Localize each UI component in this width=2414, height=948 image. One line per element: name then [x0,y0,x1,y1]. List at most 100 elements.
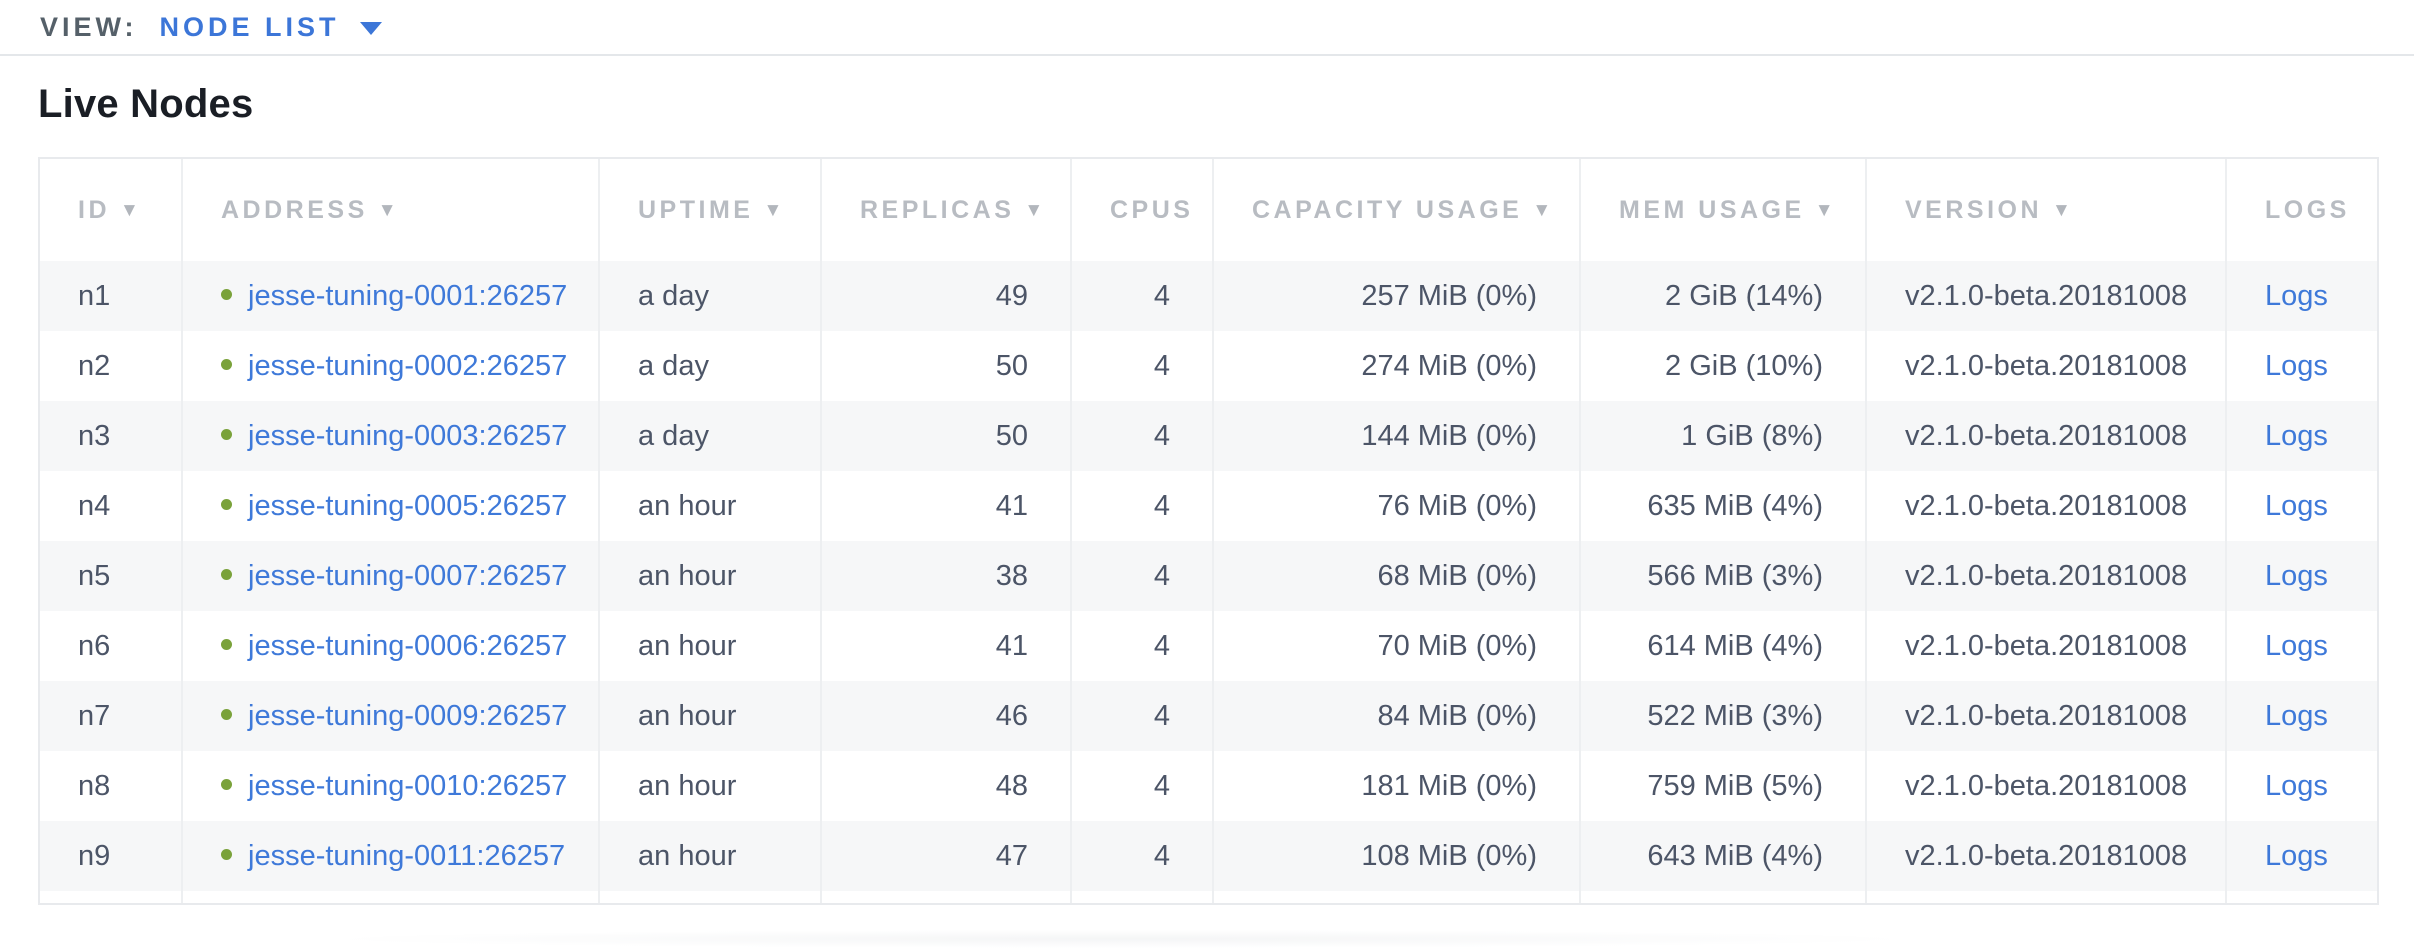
node-uptime-cell: a day [600,401,822,471]
node-id-cell: n4 [40,471,183,541]
view-label: VIEW: [40,11,138,42]
node-logs-link[interactable]: Logs [2265,349,2328,382]
column-header-mem[interactable]: MEM USAGE ▼ [1581,159,1867,261]
node-logs-link[interactable]: Logs [2265,559,2328,592]
column-label: MEM USAGE [1619,195,1805,224]
node-capacity-cell: 68 MiB (0%) [1214,541,1581,611]
node-uptime-cell: an hour [600,751,822,821]
node-replicas-cell: 50 [822,401,1072,471]
node-uptime-cell: an hour [600,541,822,611]
node-cpus-cell: 4 [1072,751,1214,821]
node-version-cell: v2.1.0-beta.20181008 [1867,331,2227,401]
node-logs-link[interactable]: Logs [2265,489,2328,522]
node-cpus-cell: 4 [1072,471,1214,541]
node-row: n8 jesse-tuning-0010:26257 an hour 48 4 181 M… [40,751,2377,821]
node-address-cell: jesse-tuning-0007:26257 [183,541,600,611]
column-header-uptime[interactable]: UPTIME ▼ [600,159,822,261]
node-logs-cell: Logs [2227,541,2377,611]
spacer-cell [1867,891,2227,903]
node-cpus-cell: 4 [1072,681,1214,751]
sort-desc-icon: ▼ [763,199,786,221]
column-header-id[interactable]: ID ▼ [40,159,183,261]
node-logs-cell: Logs [2227,331,2377,401]
node-capacity-cell: 257 MiB (0%) [1214,261,1581,331]
node-row: n6 jesse-tuning-0006:26257 an hour 41 4 70 Mi… [40,611,2377,681]
column-header-capacity[interactable]: CAPACITY USAGE ▼ [1214,159,1581,261]
node-logs-cell: Logs [2227,751,2377,821]
node-logs-link[interactable]: Logs [2265,769,2328,802]
node-health-dot-icon [221,289,232,301]
node-logs-cell: Logs [2227,261,2377,331]
node-logs-link[interactable]: Logs [2265,839,2328,872]
node-mem-cell: 614 MiB (4%) [1581,611,1867,681]
view-selector-dropdown[interactable]: NODE LIST [160,12,382,43]
node-uptime-cell: a day [600,331,822,401]
node-address-link[interactable]: jesse-tuning-0006:26257 [248,629,568,662]
node-logs-link[interactable]: Logs [2265,419,2328,452]
view-bar: VIEW: NODE LIST [0,0,2414,56]
spacer-cell [183,891,600,903]
node-address-link[interactable]: jesse-tuning-0009:26257 [248,699,568,732]
node-logs-link[interactable]: Logs [2265,279,2328,312]
node-row: n4 jesse-tuning-0005:26257 an hour 41 4 76 Mi… [40,471,2377,541]
node-address-cell: jesse-tuning-0006:26257 [183,611,600,681]
node-logs-link[interactable]: Logs [2265,699,2328,732]
node-address-link[interactable]: jesse-tuning-0003:26257 [248,419,568,452]
node-capacity-cell: 274 MiB (0%) [1214,331,1581,401]
node-replicas-cell: 50 [822,331,1072,401]
node-id-cell: n6 [40,611,183,681]
column-label: CPUS [1110,195,1194,224]
node-replicas-cell: 38 [822,541,1072,611]
column-label: ADDRESS [221,195,368,224]
node-address-cell: jesse-tuning-0001:26257 [183,261,600,331]
node-logs-link[interactable]: Logs [2265,629,2328,662]
spacer-cell [822,891,1072,903]
node-version-cell: v2.1.0-beta.20181008 [1867,541,2227,611]
below-fold-shadow [340,930,1900,948]
node-replicas-cell: 48 [822,751,1072,821]
node-version-cell: v2.1.0-beta.20181008 [1867,611,2227,681]
column-label: ID [78,195,110,224]
node-health-dot-icon [221,429,232,441]
node-mem-cell: 566 MiB (3%) [1581,541,1867,611]
node-replicas-cell: 41 [822,471,1072,541]
node-id-cell: n2 [40,331,183,401]
column-header-version[interactable]: VERSION ▼ [1867,159,2227,261]
node-id-cell: n5 [40,541,183,611]
column-header-replicas[interactable]: REPLICAS ▼ [822,159,1072,261]
node-health-dot-icon [221,359,232,371]
node-row: n2 jesse-tuning-0002:26257 a day 50 4 274 MiB… [40,331,2377,401]
node-address-link[interactable]: jesse-tuning-0005:26257 [248,489,568,522]
column-label: CAPACITY USAGE [1252,195,1523,224]
node-address-link[interactable]: jesse-tuning-0001:26257 [248,279,568,312]
node-capacity-cell: 76 MiB (0%) [1214,471,1581,541]
node-capacity-cell: 181 MiB (0%) [1214,751,1581,821]
node-health-dot-icon [221,569,232,581]
node-address-link[interactable]: jesse-tuning-0010:26257 [248,769,568,802]
node-health-dot-icon [221,779,232,791]
node-row: n7 jesse-tuning-0009:26257 an hour 46 4 84 Mi… [40,681,2377,751]
spacer-cell [1581,891,1867,903]
node-health-dot-icon [221,849,232,861]
live-nodes-table: ID ▼ ADDRESS ▼ UPTIME ▼ REPLICAS ▼ CPUS CAPACITY … [38,157,2379,905]
node-version-cell: v2.1.0-beta.20181008 [1867,751,2227,821]
column-header-address[interactable]: ADDRESS ▼ [183,159,600,261]
sort-desc-icon: ▼ [1024,199,1047,221]
node-address-link[interactable]: jesse-tuning-0007:26257 [248,559,568,592]
column-label: UPTIME [638,195,754,224]
node-id-cell: n8 [40,751,183,821]
node-row: n5 jesse-tuning-0007:26257 an hour 38 4 68 Mi… [40,541,2377,611]
page-title: Live Nodes [38,82,254,126]
node-id-cell: n3 [40,401,183,471]
node-capacity-cell: 144 MiB (0%) [1214,401,1581,471]
node-cpus-cell: 4 [1072,331,1214,401]
node-address-link[interactable]: jesse-tuning-0011:26257 [248,839,566,872]
node-address-link[interactable]: jesse-tuning-0002:26257 [248,349,568,382]
spacer-cell [600,891,822,903]
column-label: REPLICAS [860,195,1015,224]
node-row: n1 jesse-tuning-0001:26257 a day 49 4 257 MiB… [40,261,2377,331]
column-label: LOGS [2265,195,2350,224]
node-capacity-cell: 84 MiB (0%) [1214,681,1581,751]
node-replicas-cell: 49 [822,261,1072,331]
node-address-cell: jesse-tuning-0011:26257 [183,821,600,891]
